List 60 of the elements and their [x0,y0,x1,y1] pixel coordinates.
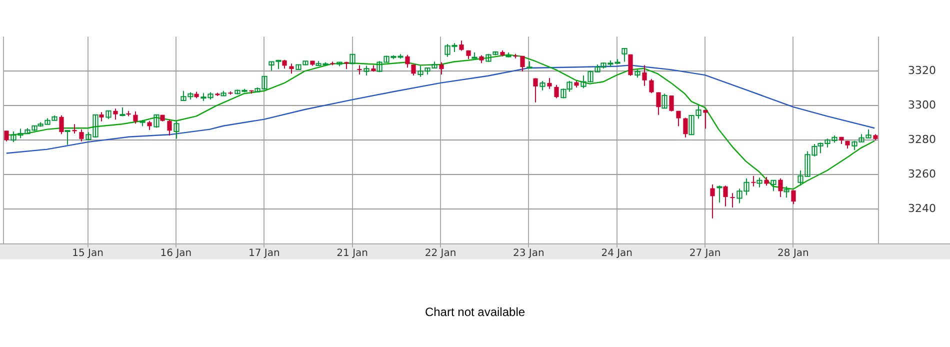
y-tick-label: 3240 [908,202,936,215]
candlestick [703,110,708,130]
candlestick [350,54,356,65]
candlestick [756,177,762,188]
x-tick-label: 27 Jan [689,248,721,259]
candlestick [439,62,444,76]
candlestick [99,112,104,122]
candlestick [72,124,77,134]
candlestick [113,108,118,120]
candlestick [656,92,661,116]
candlestick [4,130,9,142]
y-tick-label: 3260 [908,167,936,180]
candlestick [357,64,362,76]
candlestick [174,120,180,140]
candlestick [167,119,172,136]
y-tick-label: 3280 [908,132,936,146]
candlestick [723,185,728,207]
candlestick [405,54,410,68]
text: Chart not available [424,305,526,319]
candlestick [730,192,735,208]
candlestick [751,175,756,187]
candlestick [411,64,416,76]
candlestick [649,78,654,94]
candlestick [547,77,552,90]
candlestick [770,180,776,192]
x-tick-label: 22 Jan [424,248,456,259]
candlestick [662,93,668,110]
candlestick [642,64,647,86]
x-tick-label: 23 Jan [513,248,544,259]
y-tick-label: 3300 [908,98,936,112]
candlestick [778,178,783,198]
candlestick [364,65,370,76]
candlestick [154,114,160,128]
candlestick [540,80,546,91]
candlestick [554,84,559,99]
candlestick [791,190,796,205]
candlestick [79,128,84,142]
candlestick [784,186,790,198]
candlestick [59,114,64,135]
candlestick [622,48,628,62]
candlestick [520,55,525,72]
candlestick [459,40,464,52]
x-tick-label: 15 Jan [72,248,104,259]
candlestick [683,117,688,138]
candlestick [147,120,152,131]
candlestick [533,78,538,103]
x-tick-label: 17 Jan [248,248,280,259]
candlestick [716,185,722,204]
x-tick-label: 16 Jan [160,248,192,259]
x-tick-label: 28 Jan [778,248,809,259]
x-tick-label: 24 Jan [601,248,633,259]
x-tick-label: 21 Jan [336,248,368,259]
candlestick [133,110,138,124]
candlestick [676,110,681,127]
candlestick [64,130,70,146]
y-tick-label: 3320 [908,64,936,77]
candlestick [710,184,715,219]
candlestick [628,54,633,76]
candlestick [669,95,674,112]
candlestick [289,63,294,74]
